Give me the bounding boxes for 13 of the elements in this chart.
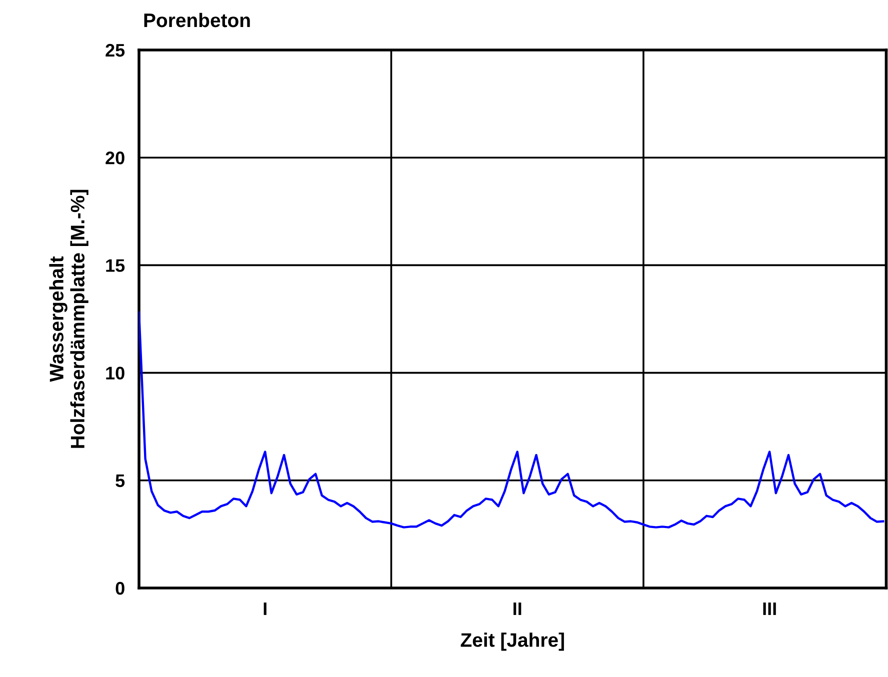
x-tick-label: I xyxy=(264,602,266,615)
line-series xyxy=(139,311,884,528)
y-tick-label: 20 xyxy=(106,152,124,164)
y-tick-label: 5 xyxy=(116,474,125,488)
y-tick-label: 10 xyxy=(106,366,124,380)
y-tick-label: 25 xyxy=(106,44,125,57)
y-axis-title: Wassergehalt Holzfaserdämmplatte [M.-%] xyxy=(49,190,88,448)
x-tick-label: III xyxy=(763,602,776,615)
y-tick-label: 0 xyxy=(116,582,124,595)
chart-title: Porenbeton xyxy=(144,12,250,28)
x-tick-label: II xyxy=(514,602,522,615)
x-axis-title: Zeit [Jahre] xyxy=(460,632,564,651)
y-tick-label: 15 xyxy=(106,259,125,272)
